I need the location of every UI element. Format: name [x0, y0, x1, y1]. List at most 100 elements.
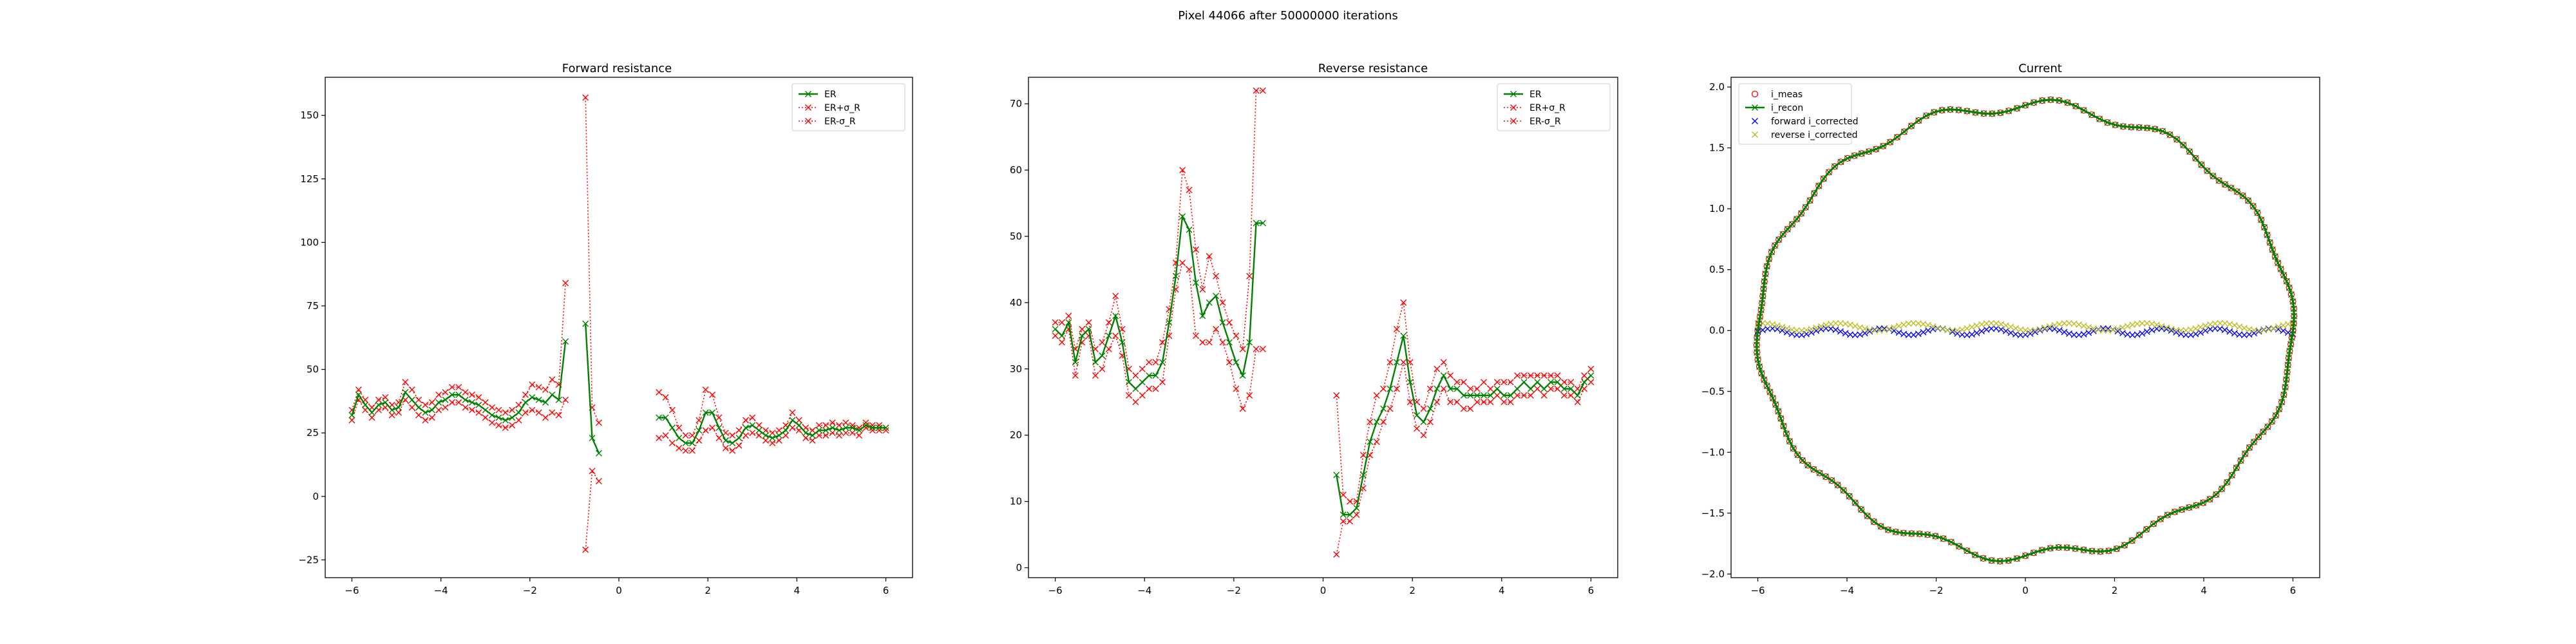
i-recon-point	[1765, 256, 1772, 263]
i-recon-point	[2239, 193, 2246, 200]
i-recon-point	[2284, 361, 2291, 368]
reverse-er-plus-sigma-point	[1359, 451, 1367, 459]
i-meas-point	[1802, 204, 1809, 211]
reverse-er-minus-sigma-point	[1520, 392, 1528, 399]
reverse-er-plus-sigma-point	[1253, 87, 1260, 94]
i-meas-point	[2136, 531, 2143, 539]
forward-er-minus-sigma-point	[428, 414, 435, 421]
i-meas-point	[2242, 450, 2249, 457]
i-meas-point	[1816, 469, 1823, 477]
reverse-er-plus-sigma-point	[1548, 372, 1555, 379]
reverse-er-plus-sigma-point	[1454, 379, 1461, 386]
i-meas-point	[2244, 197, 2252, 204]
forward-er-plus-sigma-point	[475, 393, 482, 401]
i-recon-point	[2264, 423, 2271, 430]
i-meas-point	[2246, 444, 2253, 451]
i-recon-point	[2286, 348, 2293, 355]
i-recon-point	[2283, 376, 2290, 383]
reverse-er-point	[1554, 379, 1561, 386]
reverse-i-corrected-point	[2046, 323, 2053, 330]
i-recon-point	[2269, 246, 2276, 253]
i-meas-point	[2192, 155, 2199, 162]
reverse-er-point	[1393, 359, 1400, 366]
i-meas-point	[2204, 167, 2211, 175]
forward-i-corrected-point	[2032, 328, 2039, 336]
i-meas-point	[1804, 462, 1812, 469]
i-recon-point	[1825, 169, 1832, 176]
forward-i-corrected-point	[1973, 330, 1980, 337]
forward-i-corrected-point	[2217, 325, 2224, 332]
i-recon-point	[2222, 181, 2229, 188]
reverse-er-point	[1132, 385, 1139, 392]
forward-i-corrected-point	[2080, 330, 2087, 337]
current-ytick-label: 0.0	[1709, 325, 1725, 336]
reverse-er-point	[1440, 372, 1447, 379]
i-recon-point	[1908, 122, 1915, 129]
reverse-er-minus-sigma-point	[1501, 399, 1508, 406]
reverse-xtick-label: 6	[1588, 585, 1595, 596]
reverse-i-corrected-point	[2099, 327, 2107, 334]
forward-i-corrected-point	[1988, 325, 1995, 332]
reverse-i-corrected-point	[1886, 325, 1893, 332]
forward-er-minus-sigma-point	[702, 427, 709, 434]
i-recon-point	[1772, 242, 1779, 249]
reverse-i-corrected-point	[2114, 325, 2121, 332]
i-recon-point	[1989, 110, 1996, 117]
forward-er-point	[462, 396, 469, 403]
i-meas-point	[1922, 112, 1930, 119]
i-recon-point	[1880, 142, 1887, 149]
i-recon-point	[1916, 531, 1923, 538]
reverse-er-minus-sigma-point	[1253, 345, 1260, 352]
forward-i-corrected-point	[2134, 331, 2141, 338]
forward-er-minus-sigma-point	[582, 546, 589, 553]
i-meas-point	[1783, 430, 1790, 437]
forward-er-plus-sigma-point	[462, 389, 469, 396]
i-recon-point	[2206, 496, 2213, 503]
i-meas-point	[2261, 223, 2268, 231]
i-recon-point	[1940, 535, 1947, 542]
i-meas-point	[1834, 481, 1841, 489]
reverse-er-plus-sigma-point	[1534, 372, 1541, 379]
reverse-i-corrected-point	[2177, 327, 2184, 334]
forward-er-point	[348, 412, 355, 419]
reverse-i-corrected-point	[2187, 326, 2194, 333]
reverse-i-corrected-point	[2148, 320, 2155, 327]
i-recon-point	[1924, 531, 1931, 538]
forward-er-point	[529, 393, 536, 401]
reverse-er-minus-sigma-point	[1554, 385, 1561, 392]
reverse-i-corrected-point	[2158, 323, 2165, 330]
forward-er-plus-sigma-point	[696, 417, 703, 424]
i-meas-point	[1780, 422, 1787, 430]
reverse-i-corrected-point	[2192, 325, 2199, 332]
i-recon-point	[2164, 511, 2171, 518]
forward-er-point	[362, 401, 369, 408]
reverse-er-plus-sigma-point	[1199, 286, 1206, 293]
i-meas-point	[1828, 477, 1835, 484]
i-recon-point	[2072, 102, 2079, 109]
forward-er-plus-sigma-point	[522, 392, 529, 399]
legend-label: i_recon	[1771, 103, 1803, 113]
reverse-er-point	[1192, 279, 1199, 287]
forward-er-plus-sigma-point	[375, 396, 382, 403]
reverse-i-corrected-point	[2255, 327, 2262, 334]
i-meas-point	[1761, 376, 1768, 383]
forward-ytick-label: 50	[307, 364, 319, 375]
reverse-er-minus-sigma-point	[1414, 425, 1421, 432]
reverse-er-minus-sigma-point	[1467, 405, 1474, 412]
reverse-er-plus-sigma-point	[1119, 326, 1126, 333]
forward-er-minus-sigma-point	[656, 435, 663, 442]
reverse-er-minus-sigma-point	[1112, 332, 1119, 339]
forward-er-plus-sigma-point	[549, 376, 556, 383]
i-meas-point	[1840, 487, 1847, 494]
forward-ytick-label: 150	[300, 109, 319, 121]
i-recon-point	[2150, 520, 2157, 527]
forward-i-corrected-point	[1968, 331, 1975, 338]
i-meas-point	[1852, 499, 1859, 506]
i-recon-point	[1754, 356, 1761, 363]
forward-er-point	[715, 424, 723, 431]
current-xtick-label: 4	[2201, 585, 2207, 596]
reverse-er-point	[1099, 352, 1106, 359]
forward-i-corrected-point	[2139, 330, 2146, 337]
reverse-er-point	[1548, 379, 1555, 386]
i-meas-point	[2280, 272, 2287, 279]
